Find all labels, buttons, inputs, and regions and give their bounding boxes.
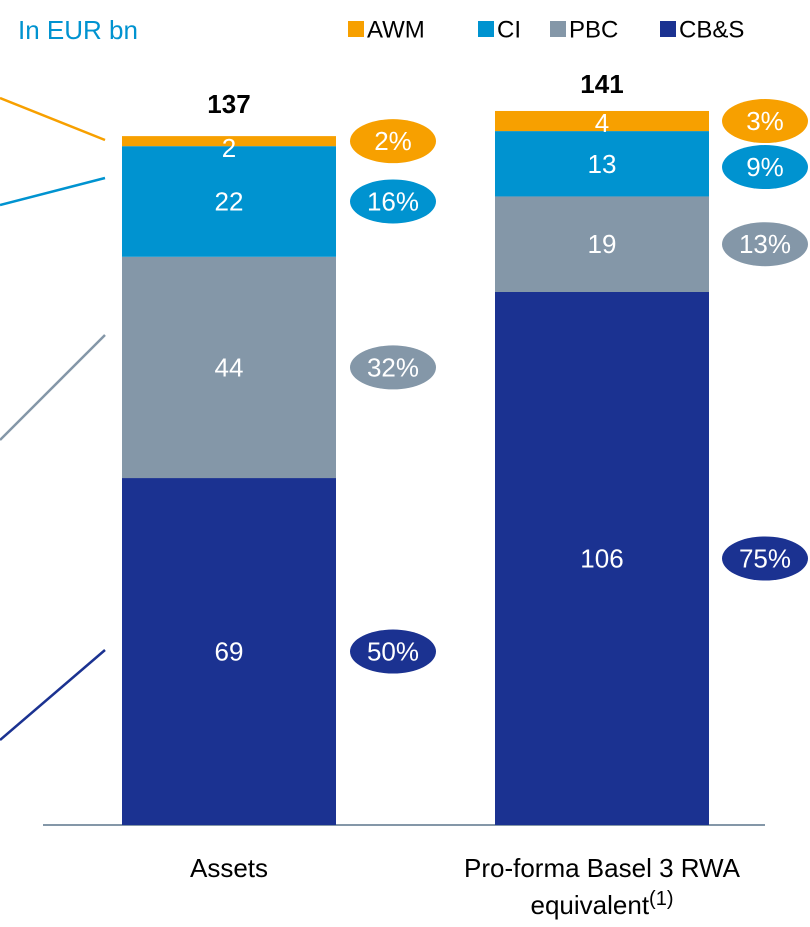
share-oval xyxy=(722,99,808,144)
connector-line xyxy=(0,334,106,441)
legend-swatch xyxy=(478,21,494,37)
legend-swatch xyxy=(660,21,676,37)
bar-segment xyxy=(122,146,336,257)
total-label: 141 xyxy=(580,69,623,99)
x-tick-label: Assets xyxy=(74,850,384,887)
share-label: 50% xyxy=(367,637,419,667)
bar-segment xyxy=(122,136,336,147)
segment-label: 44 xyxy=(215,352,244,382)
share-oval xyxy=(350,179,436,224)
share-label: 9% xyxy=(746,152,784,182)
bar-segment xyxy=(122,256,336,479)
legend-label: CB&S xyxy=(679,17,744,44)
share-label: 75% xyxy=(739,543,791,573)
share-label: 13% xyxy=(739,229,791,259)
share-label: 2% xyxy=(374,126,412,156)
segment-label: 13 xyxy=(588,149,617,179)
category-text: Assets xyxy=(189,853,269,883)
category-text: Pro-forma Basel 3 RWA equivalent xyxy=(464,853,740,920)
bar-segment xyxy=(495,110,709,132)
bar-segment xyxy=(122,478,336,825)
segment-label: 69 xyxy=(215,637,244,667)
share-oval xyxy=(722,536,808,581)
share-label: 16% xyxy=(367,186,419,216)
connector-line xyxy=(0,176,106,207)
segment-label: 4 xyxy=(595,108,609,138)
legend-label: PBC xyxy=(569,17,618,44)
share-oval xyxy=(350,345,436,390)
legend-label: CI xyxy=(497,17,521,44)
subtitle: In EUR bn xyxy=(18,15,138,45)
share-oval xyxy=(722,145,808,190)
share-label: 32% xyxy=(367,352,419,382)
legend-swatch xyxy=(348,21,364,37)
legend-label: AWM xyxy=(367,17,425,44)
connector-line xyxy=(0,96,106,142)
share-oval xyxy=(350,629,436,674)
share-label: 3% xyxy=(746,106,784,136)
segment-label: 22 xyxy=(215,186,244,216)
legend-swatch xyxy=(550,21,566,37)
total-label: 137 xyxy=(207,89,250,119)
bar-segment xyxy=(495,291,709,825)
segment-label: 19 xyxy=(588,229,617,259)
connector-line xyxy=(0,649,106,741)
x-tick-label: Pro-forma Basel 3 RWA equivalent(1) xyxy=(447,850,757,924)
footnote-mark: (1) xyxy=(649,888,674,910)
segment-label: 2 xyxy=(222,133,236,163)
bar-segment xyxy=(495,196,709,292)
share-oval xyxy=(722,222,808,267)
bar-segment xyxy=(495,131,709,197)
share-oval xyxy=(350,119,436,164)
segment-label: 106 xyxy=(580,543,623,573)
